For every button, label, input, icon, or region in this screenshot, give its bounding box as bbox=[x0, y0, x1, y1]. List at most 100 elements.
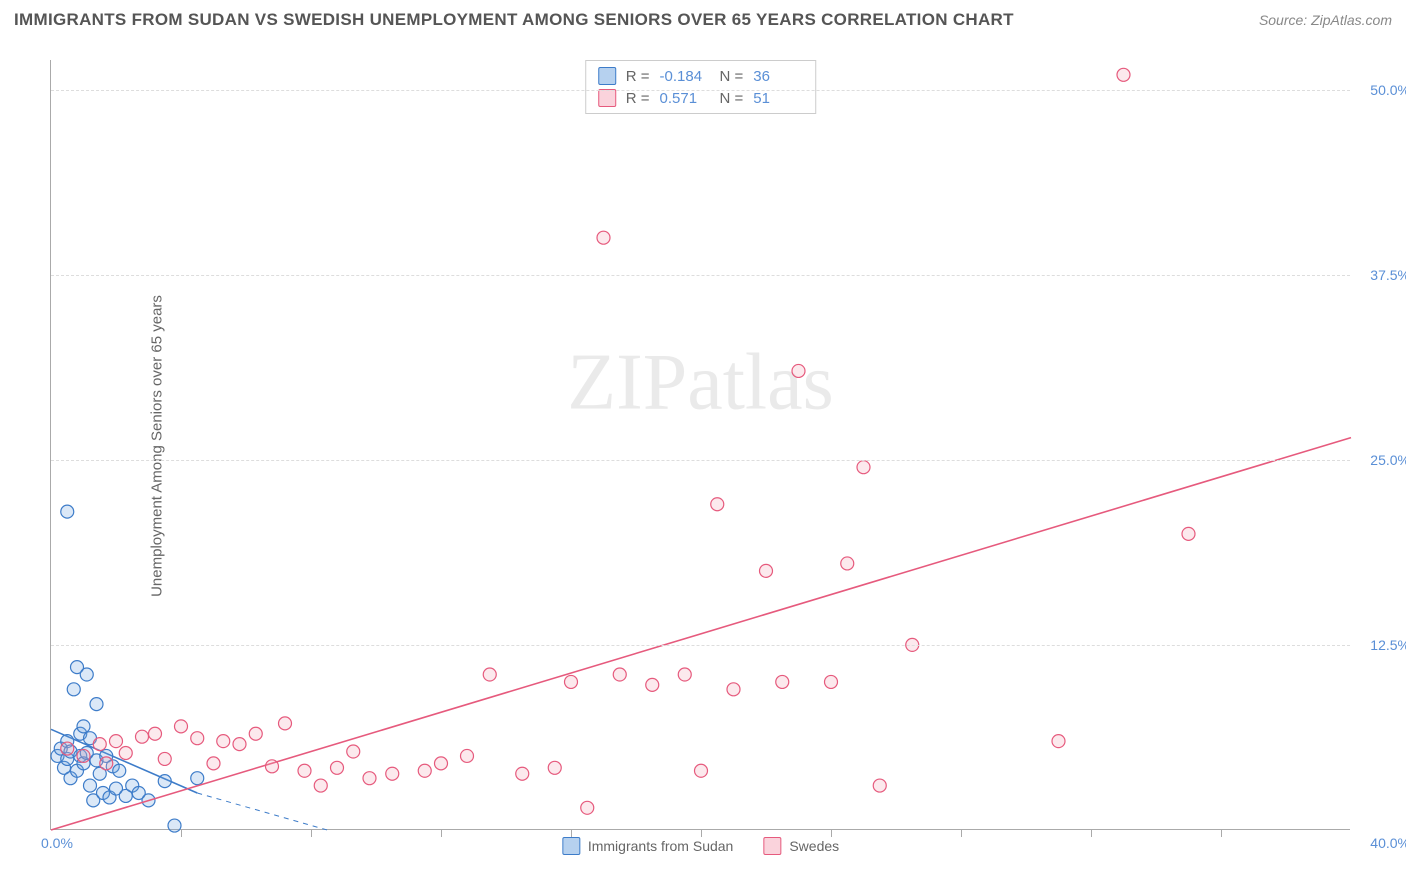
data-point-swedes bbox=[461, 749, 474, 762]
grid-line bbox=[51, 645, 1350, 646]
stats-n-value: 36 bbox=[753, 68, 803, 85]
stats-n-value: 51 bbox=[753, 90, 803, 107]
data-point-swedes bbox=[93, 738, 106, 751]
stats-r-value: 0.571 bbox=[660, 90, 710, 107]
data-point-swedes bbox=[695, 764, 708, 777]
data-point-swedes bbox=[825, 675, 838, 688]
source-attribution: Source: ZipAtlas.com bbox=[1259, 12, 1392, 28]
data-point-swedes bbox=[249, 727, 262, 740]
stats-n-label: N = bbox=[720, 90, 744, 107]
data-point-sudan bbox=[84, 779, 97, 792]
data-point-swedes bbox=[331, 761, 344, 774]
chart-title: IMMIGRANTS FROM SUDAN VS SWEDISH UNEMPLO… bbox=[14, 10, 1014, 30]
y-tick-label: 25.0% bbox=[1370, 452, 1406, 468]
data-point-swedes bbox=[100, 757, 113, 770]
y-tick-label: 37.5% bbox=[1370, 267, 1406, 283]
data-point-sudan bbox=[113, 764, 126, 777]
data-point-swedes bbox=[175, 720, 188, 733]
data-point-swedes bbox=[711, 498, 724, 511]
legend-item: Swedes bbox=[763, 837, 839, 855]
data-point-sudan bbox=[158, 775, 171, 788]
data-point-sudan bbox=[191, 772, 204, 785]
data-point-swedes bbox=[119, 747, 132, 760]
x-tick bbox=[831, 829, 832, 837]
data-point-swedes bbox=[1052, 735, 1065, 748]
x-tick bbox=[701, 829, 702, 837]
data-point-swedes bbox=[678, 668, 691, 681]
data-point-swedes bbox=[613, 668, 626, 681]
data-point-sudan bbox=[67, 683, 80, 696]
x-tick bbox=[311, 829, 312, 837]
data-point-swedes bbox=[217, 735, 230, 748]
data-point-swedes bbox=[435, 757, 448, 770]
legend-swatch bbox=[763, 837, 781, 855]
data-point-swedes bbox=[548, 761, 561, 774]
data-point-swedes bbox=[1117, 68, 1130, 81]
grid-line bbox=[51, 460, 1350, 461]
stats-r-label: R = bbox=[626, 68, 650, 85]
data-point-swedes bbox=[727, 683, 740, 696]
data-point-swedes bbox=[207, 757, 220, 770]
data-point-swedes bbox=[565, 675, 578, 688]
data-point-swedes bbox=[266, 760, 279, 773]
stats-swatch bbox=[598, 67, 616, 85]
data-point-swedes bbox=[418, 764, 431, 777]
x-axis-max-label: 40.0% bbox=[1370, 835, 1406, 851]
data-point-swedes bbox=[77, 749, 90, 762]
data-point-swedes bbox=[386, 767, 399, 780]
data-point-swedes bbox=[776, 675, 789, 688]
grid-line bbox=[51, 275, 1350, 276]
stats-r-value: -0.184 bbox=[660, 68, 710, 85]
data-point-swedes bbox=[516, 767, 529, 780]
data-point-sudan bbox=[168, 819, 181, 832]
data-point-swedes bbox=[347, 745, 360, 758]
stats-n-label: N = bbox=[720, 68, 744, 85]
data-point-sudan bbox=[61, 505, 74, 518]
legend-label: Immigrants from Sudan bbox=[588, 838, 734, 854]
data-point-swedes bbox=[149, 727, 162, 740]
data-point-swedes bbox=[646, 678, 659, 691]
data-point-swedes bbox=[581, 801, 594, 814]
data-point-swedes bbox=[597, 231, 610, 244]
data-point-sudan bbox=[80, 668, 93, 681]
data-point-swedes bbox=[873, 779, 886, 792]
x-tick bbox=[181, 829, 182, 837]
data-point-swedes bbox=[1182, 527, 1195, 540]
data-point-swedes bbox=[279, 717, 292, 730]
data-point-swedes bbox=[158, 752, 171, 765]
data-point-swedes bbox=[792, 364, 805, 377]
stats-r-label: R = bbox=[626, 90, 650, 107]
legend-item: Immigrants from Sudan bbox=[562, 837, 734, 855]
data-point-swedes bbox=[314, 779, 327, 792]
data-point-swedes bbox=[191, 732, 204, 745]
y-tick-label: 50.0% bbox=[1370, 82, 1406, 98]
data-point-swedes bbox=[136, 730, 149, 743]
legend-swatch bbox=[562, 837, 580, 855]
legend-label: Swedes bbox=[789, 838, 839, 854]
correlation-stats-box: R = -0.184 N = 36 R = 0.571 N = 51 bbox=[585, 60, 817, 114]
y-tick-label: 12.5% bbox=[1370, 637, 1406, 653]
x-tick bbox=[1221, 829, 1222, 837]
plot-area: ZIPatlas R =-0.184N =36R =0.571N =51 Imm… bbox=[50, 60, 1350, 830]
x-tick bbox=[441, 829, 442, 837]
trend-line-dash-sudan bbox=[197, 793, 327, 830]
x-tick bbox=[961, 829, 962, 837]
x-tick bbox=[571, 829, 572, 837]
data-point-swedes bbox=[298, 764, 311, 777]
data-point-swedes bbox=[760, 564, 773, 577]
data-point-swedes bbox=[233, 738, 246, 751]
title-bar: IMMIGRANTS FROM SUDAN VS SWEDISH UNEMPLO… bbox=[14, 10, 1392, 30]
data-point-swedes bbox=[841, 557, 854, 570]
legend-bottom: Immigrants from Sudan Swedes bbox=[562, 837, 839, 855]
stats-swatch bbox=[598, 89, 616, 107]
stats-row: R = -0.184 N = 36 bbox=[598, 65, 804, 87]
x-tick bbox=[1091, 829, 1092, 837]
data-point-sudan bbox=[90, 698, 103, 711]
data-point-swedes bbox=[857, 461, 870, 474]
data-point-swedes bbox=[61, 742, 74, 755]
x-axis-min-label: 0.0% bbox=[41, 835, 73, 851]
scatter-plot-svg bbox=[51, 60, 1350, 829]
data-point-sudan bbox=[77, 720, 90, 733]
grid-line bbox=[51, 90, 1350, 91]
data-point-swedes bbox=[363, 772, 376, 785]
